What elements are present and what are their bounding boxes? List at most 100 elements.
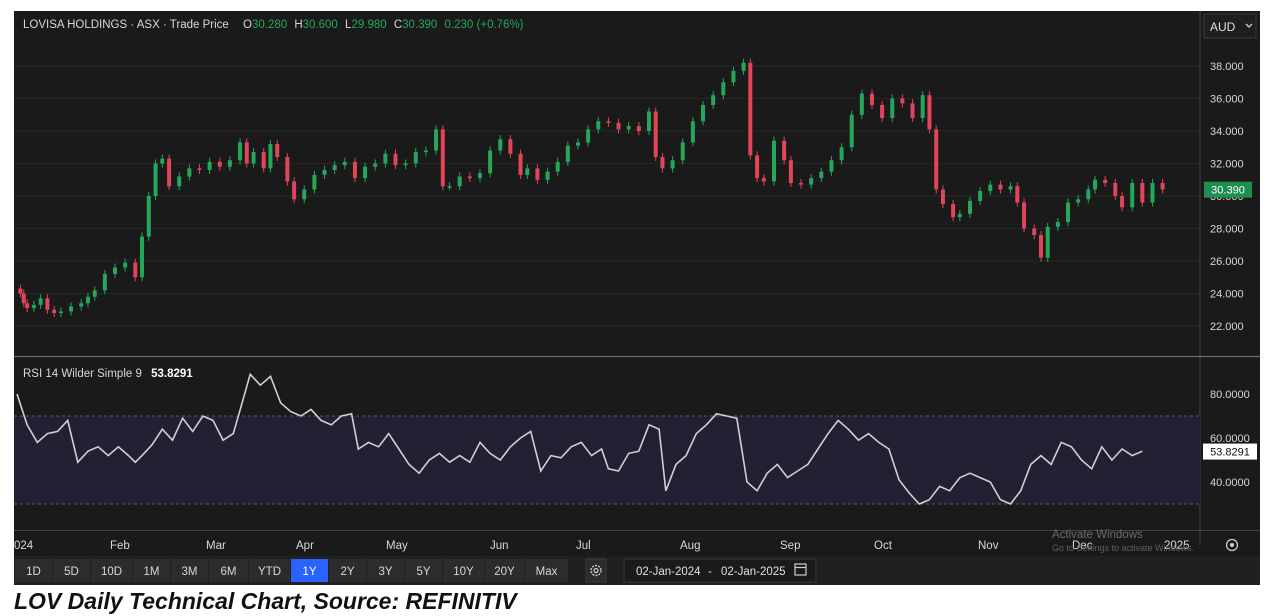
candle-body <box>177 176 182 187</box>
candle-body <box>302 189 307 200</box>
candle-body <box>1093 179 1098 190</box>
candle-body <box>1086 189 1091 200</box>
rsi-name: RSI 14 Wilder Simple 9 <box>23 368 142 380</box>
rsi-tag-value: 53.8291 <box>1210 447 1250 459</box>
candle-body <box>403 163 408 166</box>
time-tick-label: Sep <box>780 540 800 552</box>
candle-body <box>85 296 90 304</box>
candle-body <box>1113 183 1118 196</box>
range-button-bg <box>443 559 484 582</box>
range-button-2y[interactable]: 2Y <box>329 559 366 582</box>
candle-body <box>788 160 793 183</box>
range-button-5y[interactable]: 5Y <box>405 559 442 582</box>
close-value: 30.390 <box>402 19 437 31</box>
candle-body <box>52 309 57 313</box>
range-button-label: 20Y <box>494 566 515 578</box>
candle-body <box>413 152 418 164</box>
range-button-ytd[interactable]: YTD <box>249 559 290 582</box>
candle-body <box>660 157 665 169</box>
range-button-label: 6M <box>221 566 237 578</box>
candle-body <box>920 95 925 118</box>
candle-body <box>859 93 864 115</box>
candle-body <box>25 303 30 309</box>
candle-body <box>140 236 145 278</box>
candle-body <box>102 274 107 291</box>
range-button-label: YTD <box>258 566 281 578</box>
candle-body <box>555 161 560 172</box>
candle-body <box>363 166 368 179</box>
candle-body <box>58 311 63 313</box>
range-button-bg <box>525 559 568 582</box>
candle-body <box>849 114 854 148</box>
high-label: H <box>294 19 302 31</box>
range-toolbar: 1D 5D 10D 1M 3M 6M YTD 1Y 2Y 3Y 5Y 10Y 20Y Max <box>15 559 568 582</box>
gear-icon <box>590 564 602 577</box>
candle-body <box>869 93 874 105</box>
time-tick-label: Jun <box>490 540 509 552</box>
candle-body <box>160 158 165 164</box>
candle-body <box>342 161 347 166</box>
candle-body <box>217 161 222 167</box>
time-tick-label: Jul <box>576 540 591 552</box>
candle-body <box>565 145 570 162</box>
candle-body <box>352 161 357 179</box>
chart-panel: LOVISA HOLDINGS · ASX · Trade Price O30.… <box>14 11 1260 585</box>
candle-body <box>1038 235 1043 258</box>
candle-body <box>1140 183 1145 203</box>
candle-body <box>488 150 493 174</box>
range-button-3m[interactable]: 3M <box>171 559 208 582</box>
candle-body <box>508 139 513 154</box>
candle-body <box>498 139 503 151</box>
candle-body <box>646 111 651 131</box>
open-label: O <box>243 19 252 31</box>
range-button-max[interactable]: Max <box>525 559 568 582</box>
candle-body <box>653 111 658 157</box>
close-label: C <box>394 19 402 31</box>
range-settings-button[interactable] <box>585 558 607 583</box>
instrument-title: LOVISA HOLDINGS · ASX · Trade Price <box>23 19 229 31</box>
range-button-1y[interactable]: 1Y <box>291 559 328 582</box>
target-icon[interactable] <box>1225 538 1239 552</box>
range-button-10y[interactable]: 10Y <box>443 559 484 582</box>
date-range-picker[interactable]: 02-Jan-2024 - 02-Jan-2025 <box>623 558 817 583</box>
candle-body <box>771 140 776 182</box>
candle-body <box>69 306 74 312</box>
candle-body <box>721 82 726 96</box>
currency-selector[interactable]: AUD <box>1203 13 1257 39</box>
range-button-6m[interactable]: 6M <box>209 559 248 582</box>
range-button-label: 3Y <box>378 566 392 578</box>
range-button-bg <box>249 559 290 582</box>
candle-body <box>79 303 84 307</box>
time-tick-label: Oct <box>874 540 893 552</box>
rsi-tick-label: 40.0000 <box>1210 477 1250 489</box>
candle-body <box>900 98 905 104</box>
open-value: 30.280 <box>252 19 287 31</box>
low-label: L <box>345 19 352 31</box>
range-button-label: 3M <box>182 566 198 578</box>
range-button-3y[interactable]: 3Y <box>367 559 404 582</box>
candle-body <box>934 129 939 190</box>
range-button-20y[interactable]: 20Y <box>485 559 524 582</box>
candle-body <box>1130 183 1135 208</box>
range-button-1d[interactable]: 1D <box>15 559 52 582</box>
candle-body <box>1008 186 1013 190</box>
candle-body <box>940 189 945 205</box>
candle-body <box>244 142 249 164</box>
range-button-1m[interactable]: 1M <box>133 559 170 582</box>
candle-body <box>322 170 327 175</box>
price-tick-label: 38.000 <box>1210 61 1244 73</box>
price-tick-label: 32.000 <box>1210 159 1244 171</box>
range-button-bg <box>405 559 442 582</box>
candle-body <box>31 304 36 309</box>
rsi-tick-label: 80.0000 <box>1210 389 1250 401</box>
candle-body <box>21 293 26 304</box>
range-button-5d[interactable]: 5D <box>53 559 90 582</box>
high-value: 30.600 <box>303 19 338 31</box>
calendar-icon <box>794 563 807 576</box>
range-button-bg <box>171 559 208 582</box>
candle-body <box>332 165 337 170</box>
candle-body <box>153 163 158 196</box>
range-button-10d[interactable]: 10D <box>91 559 132 582</box>
candle-body <box>268 144 273 169</box>
candle-body <box>312 174 317 190</box>
